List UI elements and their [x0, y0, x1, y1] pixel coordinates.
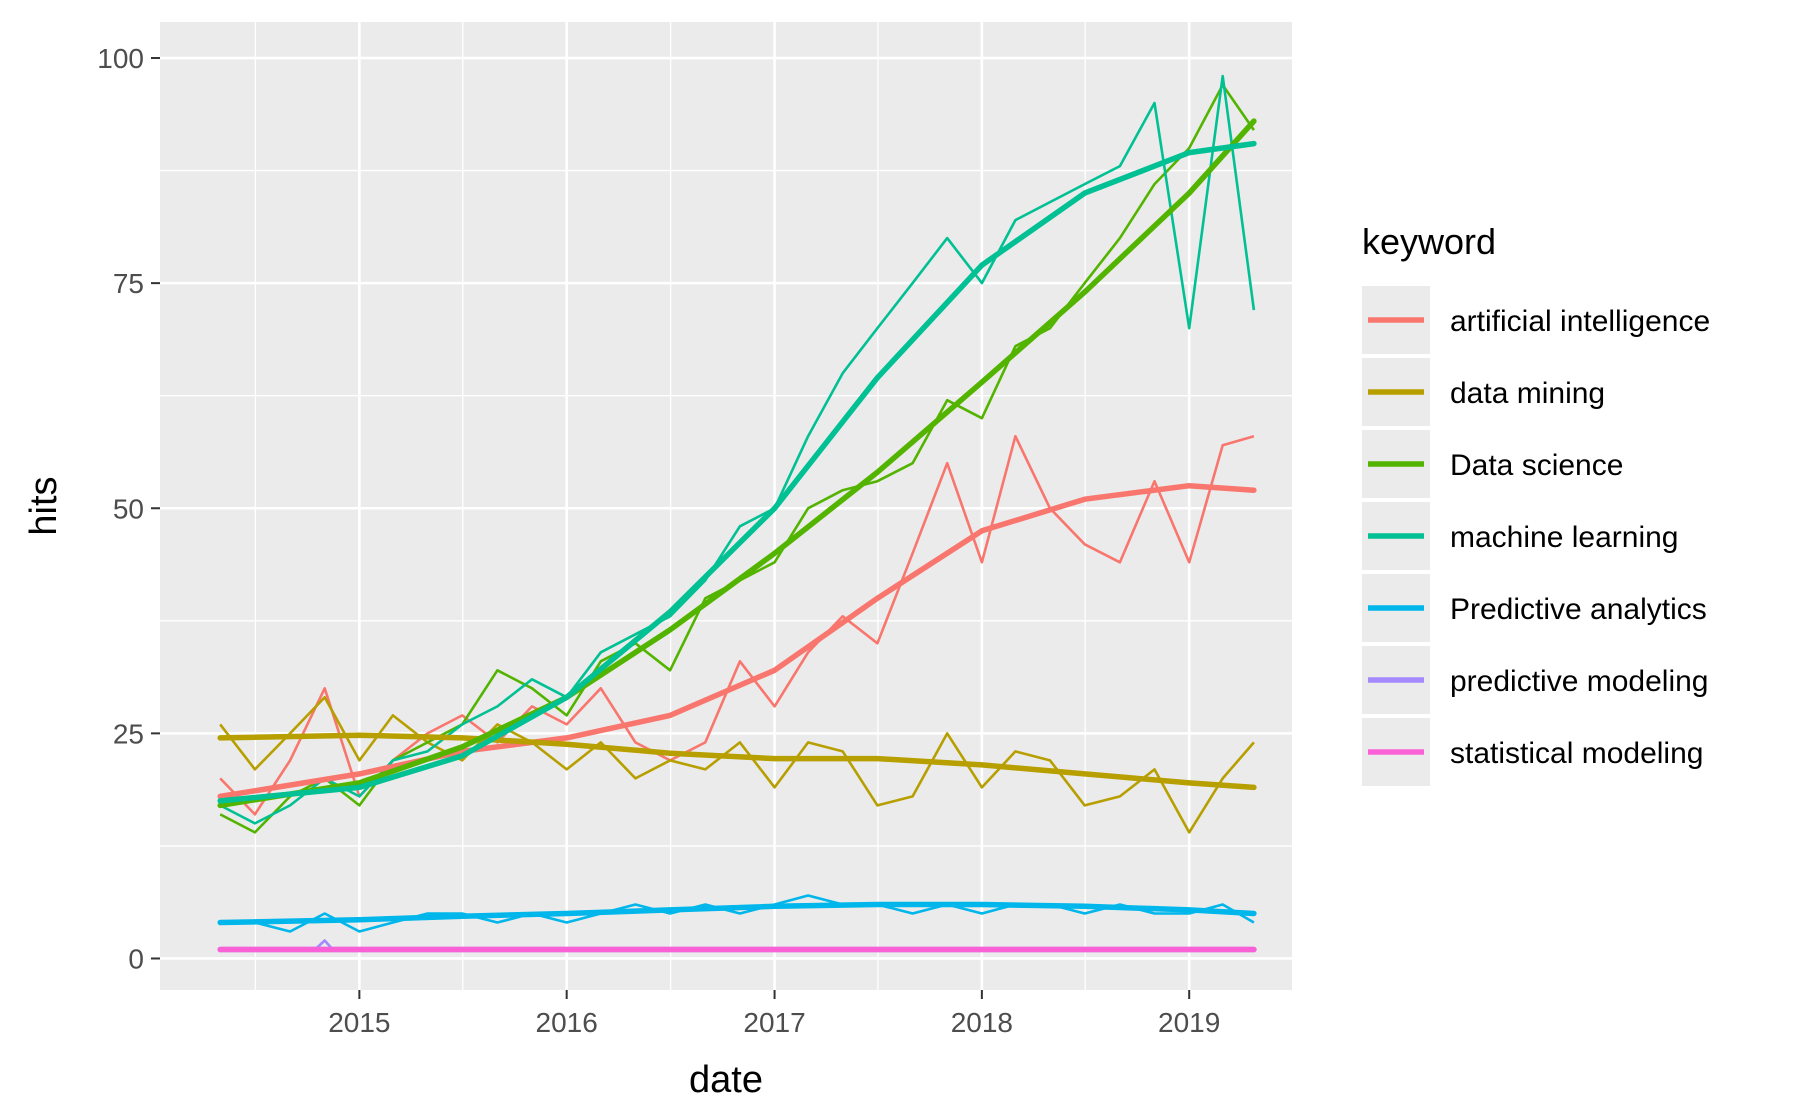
x-tick-label: 2017 — [743, 1007, 805, 1038]
x-axis: 2015 2016 2017 2018 2019 — [328, 990, 1220, 1038]
series-line-machine-learning — [219, 74, 1256, 825]
y-tick-label: 50 — [113, 493, 144, 524]
x-axis-title: date — [689, 1059, 763, 1101]
y-tick-label: 100 — [97, 43, 144, 74]
legend: keyword artificial intelligence data mini… — [1362, 221, 1710, 786]
series-line-predictive-analytics — [220, 894, 1255, 933]
legend-label-data-science: Data science — [1450, 449, 1623, 482]
y-tick-label: 0 — [128, 943, 144, 974]
legend-label-data-mining: data mining — [1450, 377, 1605, 410]
trend-line-predictive-analytics — [217, 901, 1257, 926]
grid-minor — [160, 22, 1292, 990]
legend-label-predictive-modeling: predictive modeling — [1450, 665, 1708, 698]
legend-title: keyword — [1362, 221, 1496, 262]
y-axis-title: hits — [23, 476, 65, 535]
trend-line-data-mining — [217, 732, 1257, 791]
legend-label-predictive-analytics: Predictive analytics — [1450, 593, 1707, 626]
series-layer — [217, 74, 1257, 953]
x-tick-label: 2018 — [951, 1007, 1013, 1038]
y-tick-label: 25 — [113, 718, 144, 749]
trend-line-data-science — [217, 118, 1257, 809]
y-axis: 0 25 50 75 100 — [97, 43, 160, 974]
legend-label-machine-learning: machine learning — [1450, 521, 1678, 554]
x-tick-label: 2016 — [536, 1007, 598, 1038]
series-line-data-mining — [219, 695, 1255, 834]
legend-label-statistical-modeling: statistical modeling — [1450, 737, 1703, 770]
y-tick-label: 75 — [113, 268, 144, 299]
trend-line-machine-learning — [217, 140, 1257, 804]
legend-label-artificial-intelligence: artificial intelligence — [1450, 305, 1710, 338]
x-tick-label: 2015 — [328, 1007, 390, 1038]
x-tick-label: 2019 — [1158, 1007, 1220, 1038]
panel-background — [160, 22, 1292, 990]
